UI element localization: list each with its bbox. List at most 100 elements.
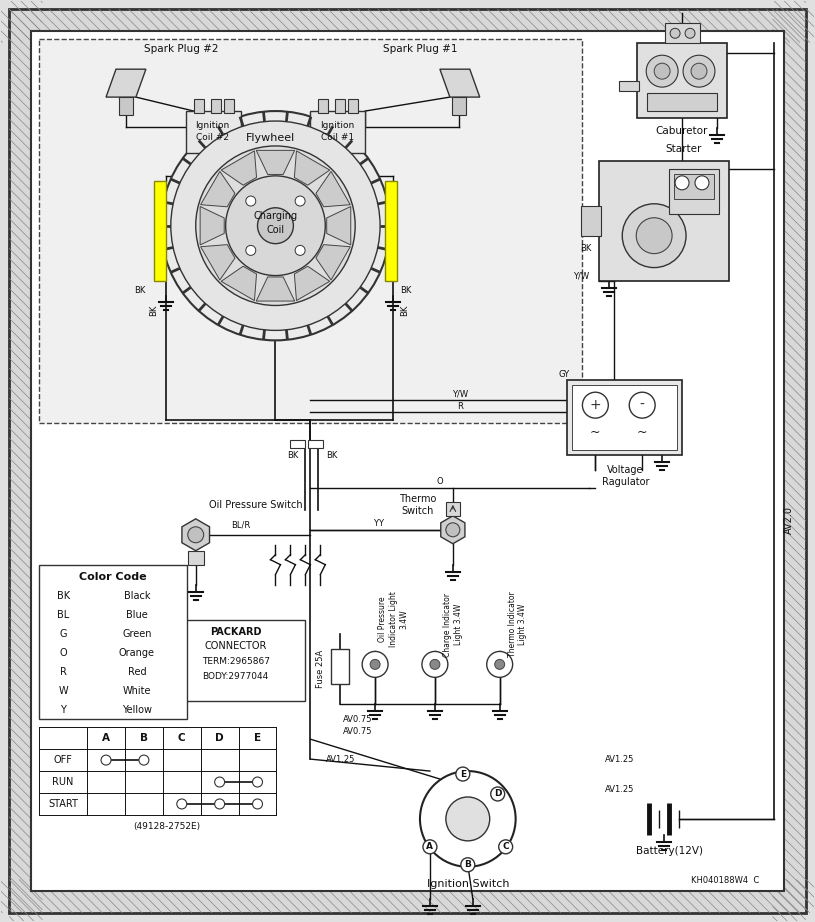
Text: BK: BK [134, 286, 146, 295]
Polygon shape [316, 244, 350, 280]
Bar [674, 174, 714, 199]
Circle shape [258, 207, 293, 243]
Text: -: - [640, 398, 645, 412]
Text: D: D [215, 733, 224, 743]
Circle shape [491, 787, 504, 801]
Bar [290, 440, 306, 448]
Polygon shape [441, 515, 465, 544]
Polygon shape [221, 266, 257, 301]
Text: +: + [589, 398, 601, 412]
Circle shape [499, 840, 513, 854]
Circle shape [675, 176, 689, 190]
Circle shape [446, 797, 490, 841]
Circle shape [177, 799, 187, 809]
Text: W: W [59, 686, 68, 696]
Text: Green: Green [122, 629, 152, 639]
Text: Y/W: Y/W [452, 390, 468, 398]
Text: BK: BK [400, 286, 412, 295]
Text: AV1.25: AV1.25 [605, 754, 634, 763]
Text: ~: ~ [637, 426, 647, 439]
Text: BK: BK [326, 451, 337, 459]
Text: AV0.75: AV0.75 [343, 727, 373, 736]
Text: Oil Pressure Switch: Oil Pressure Switch [209, 500, 302, 510]
Text: O: O [59, 648, 67, 658]
Text: Fuse 25A: Fuse 25A [315, 650, 325, 689]
Circle shape [456, 767, 469, 781]
Bar [637, 43, 727, 118]
Circle shape [685, 29, 695, 39]
Polygon shape [200, 244, 235, 280]
Text: PACKARD: PACKARD [209, 628, 262, 637]
Bar [385, 181, 397, 280]
Polygon shape [294, 266, 330, 301]
Bar [331, 649, 349, 684]
Bar [186, 111, 240, 153]
Text: BK: BK [287, 451, 298, 459]
Text: Voltage: Voltage [607, 465, 644, 475]
Text: Charging: Charging [253, 211, 297, 220]
Circle shape [495, 659, 504, 669]
Text: Spark Plug #1: Spark Plug #1 [383, 44, 457, 54]
Text: BK: BK [56, 591, 70, 601]
Text: ~: ~ [590, 426, 601, 439]
Circle shape [370, 659, 380, 669]
Text: BL/R: BL/R [231, 520, 250, 529]
Circle shape [423, 840, 437, 854]
Bar [581, 206, 601, 236]
Bar [39, 40, 583, 423]
Circle shape [654, 64, 670, 79]
Text: Coil: Coil [267, 225, 284, 235]
Text: C: C [178, 733, 186, 743]
Text: Flywheel: Flywheel [246, 133, 295, 143]
Text: Coil #1: Coil #1 [320, 134, 354, 143]
Bar [223, 99, 234, 113]
Circle shape [214, 777, 225, 787]
Text: Ignition: Ignition [320, 121, 355, 129]
Circle shape [695, 176, 709, 190]
Circle shape [226, 176, 325, 276]
Polygon shape [256, 277, 295, 301]
Circle shape [422, 652, 448, 678]
Text: START: START [48, 799, 78, 809]
Bar [572, 385, 677, 450]
Text: AV1.25: AV1.25 [325, 754, 355, 763]
Polygon shape [440, 69, 480, 97]
Text: Color Code: Color Code [79, 572, 147, 582]
Polygon shape [200, 171, 235, 207]
Text: CONNECTOR: CONNECTOR [205, 642, 267, 652]
Text: Yellow: Yellow [122, 704, 152, 715]
Text: Y: Y [372, 519, 377, 528]
Circle shape [253, 777, 262, 787]
Text: Red: Red [128, 667, 146, 677]
Text: Black: Black [124, 591, 150, 601]
Text: B: B [465, 860, 471, 869]
Circle shape [246, 245, 256, 255]
Text: (49128-2752E): (49128-2752E) [134, 822, 200, 832]
Text: GY: GY [559, 370, 570, 379]
Text: Orange: Orange [119, 648, 155, 658]
Circle shape [691, 64, 707, 79]
Bar [154, 181, 165, 280]
Text: Y/W: Y/W [573, 271, 589, 280]
Bar [446, 502, 460, 515]
Circle shape [139, 755, 149, 765]
Circle shape [430, 659, 440, 669]
Bar [348, 99, 358, 113]
Text: Thermo
Switch: Thermo Switch [399, 494, 437, 515]
Polygon shape [200, 207, 224, 245]
Bar [619, 81, 639, 91]
Text: E: E [460, 770, 466, 778]
Text: TERM:2965867: TERM:2965867 [201, 656, 270, 666]
Text: BL: BL [57, 610, 69, 620]
Text: BK: BK [580, 244, 592, 254]
Circle shape [420, 771, 516, 867]
Text: BODY:2977044: BODY:2977044 [202, 672, 269, 680]
Text: RUN: RUN [52, 777, 74, 787]
Text: D: D [494, 789, 501, 798]
Circle shape [214, 799, 225, 809]
Bar [165, 620, 306, 702]
Text: Blue: Blue [126, 610, 148, 620]
Circle shape [623, 204, 686, 267]
Bar [335, 99, 346, 113]
Circle shape [362, 652, 388, 678]
